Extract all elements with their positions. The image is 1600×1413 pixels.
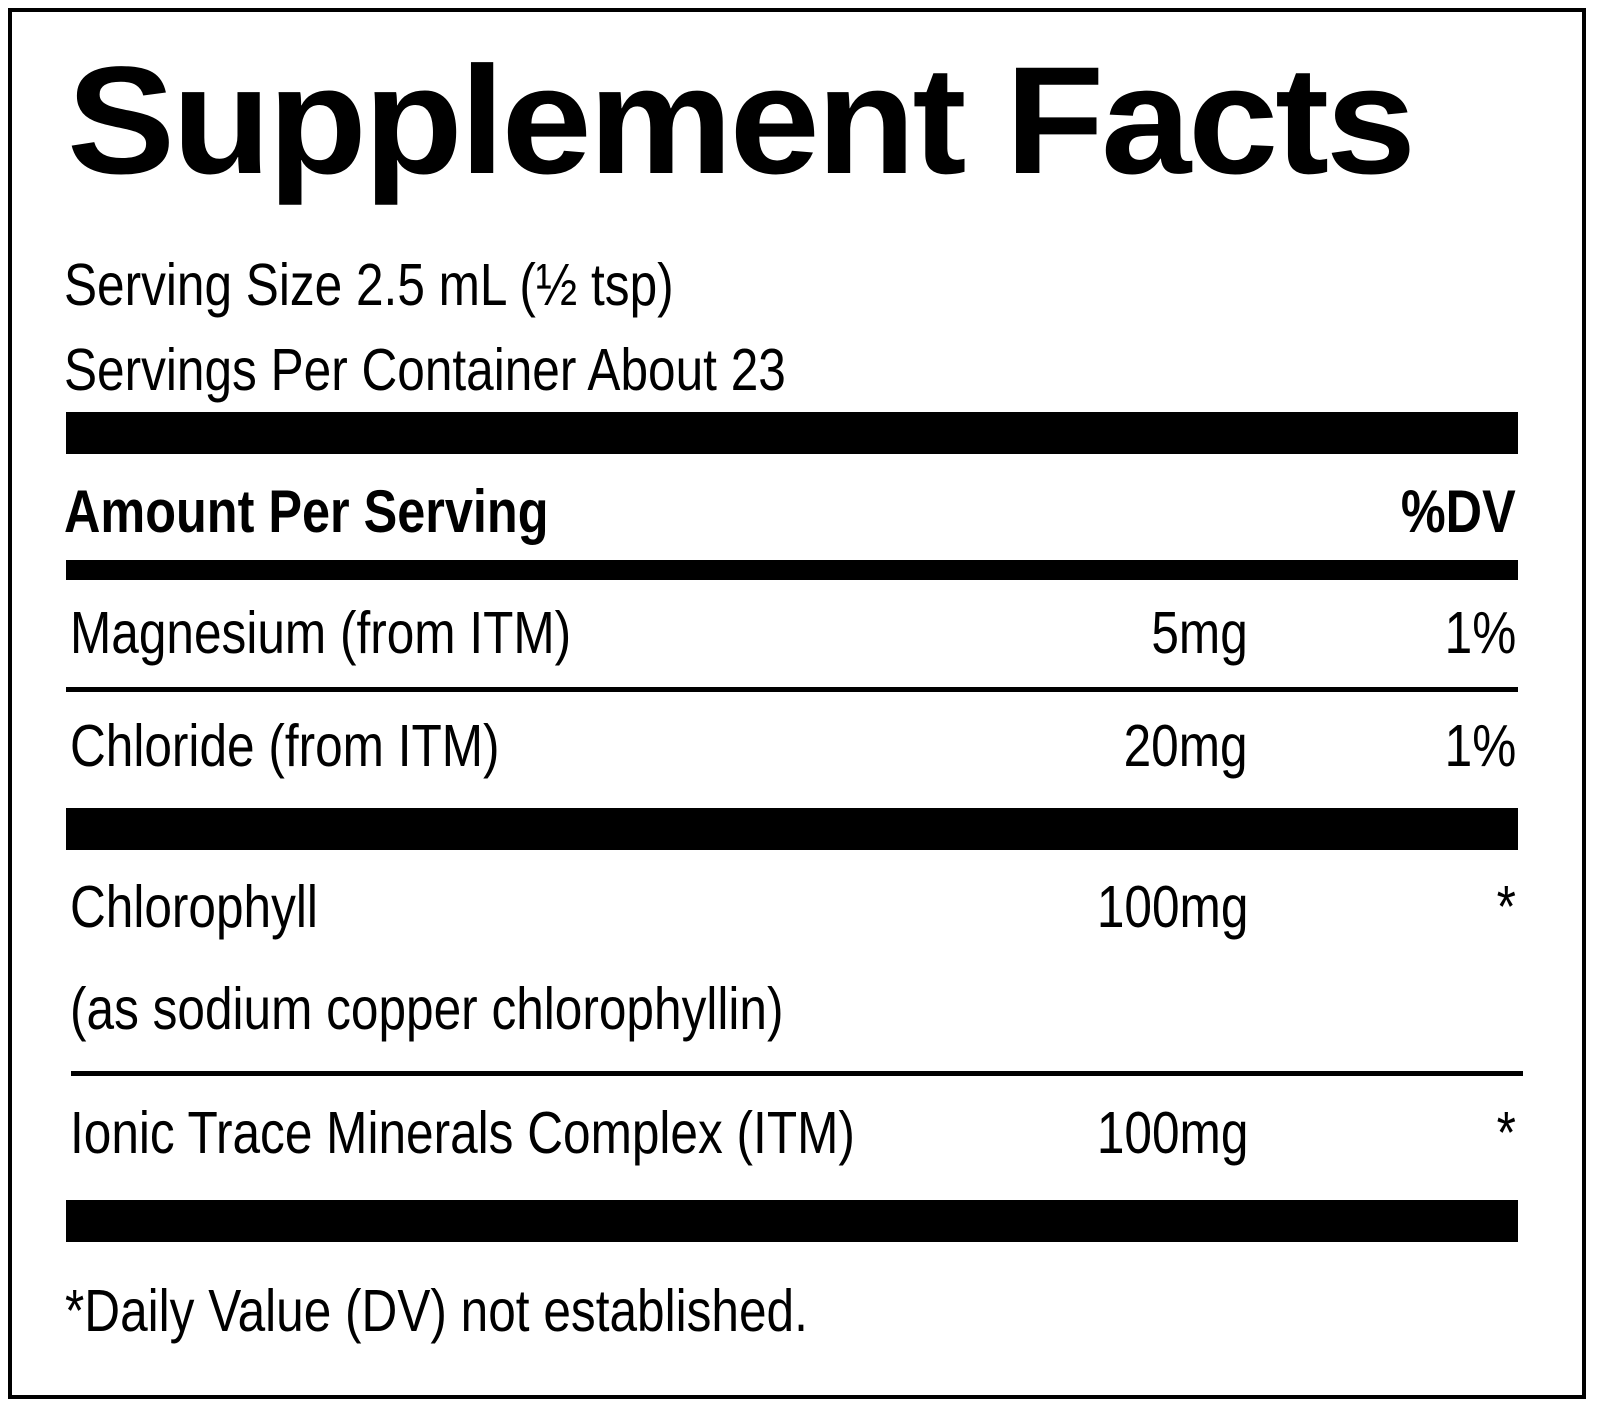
nutrient-amount: 100mg	[1096, 874, 1248, 940]
nutrient-dv: *	[1496, 874, 1516, 940]
thick-divider	[66, 1200, 1518, 1242]
nutrient-name: Chlorophyll	[70, 874, 318, 940]
amount-per-serving-header: Amount Per Serving	[64, 478, 549, 545]
label-title: Supplement Facts	[67, 35, 1416, 206]
nutrient-dv: 1%	[1444, 600, 1516, 666]
servings-per-container: Servings Per Container About 23	[64, 337, 786, 403]
thick-divider	[66, 808, 1518, 850]
medium-divider	[66, 560, 1518, 580]
nutrient-name-subtext: (as sodium copper chlorophyllin)	[70, 976, 784, 1042]
nutrient-dv: *	[1496, 1100, 1516, 1166]
serving-size: Serving Size 2.5 mL (½ tsp)	[64, 252, 674, 318]
nutrient-name: Magnesium (from ITM)	[70, 600, 572, 666]
nutrient-name: Ionic Trace Minerals Complex (ITM)	[70, 1100, 855, 1166]
nutrient-name: Chloride (from ITM)	[70, 713, 500, 779]
row-divider	[66, 687, 1518, 692]
dv-header: %DV	[1401, 478, 1516, 545]
nutrient-amount: 5mg	[1151, 600, 1248, 666]
daily-value-footnote: *Daily Value (DV) not established.	[65, 1278, 808, 1344]
nutrient-dv: 1%	[1444, 713, 1516, 779]
nutrient-amount: 20mg	[1124, 713, 1248, 779]
nutrient-amount: 100mg	[1096, 1100, 1248, 1166]
row-divider	[71, 1071, 1523, 1076]
thick-divider	[66, 412, 1518, 454]
supplement-facts-panel: Supplement Facts Serving Size 2.5 mL (½ …	[8, 8, 1586, 1399]
